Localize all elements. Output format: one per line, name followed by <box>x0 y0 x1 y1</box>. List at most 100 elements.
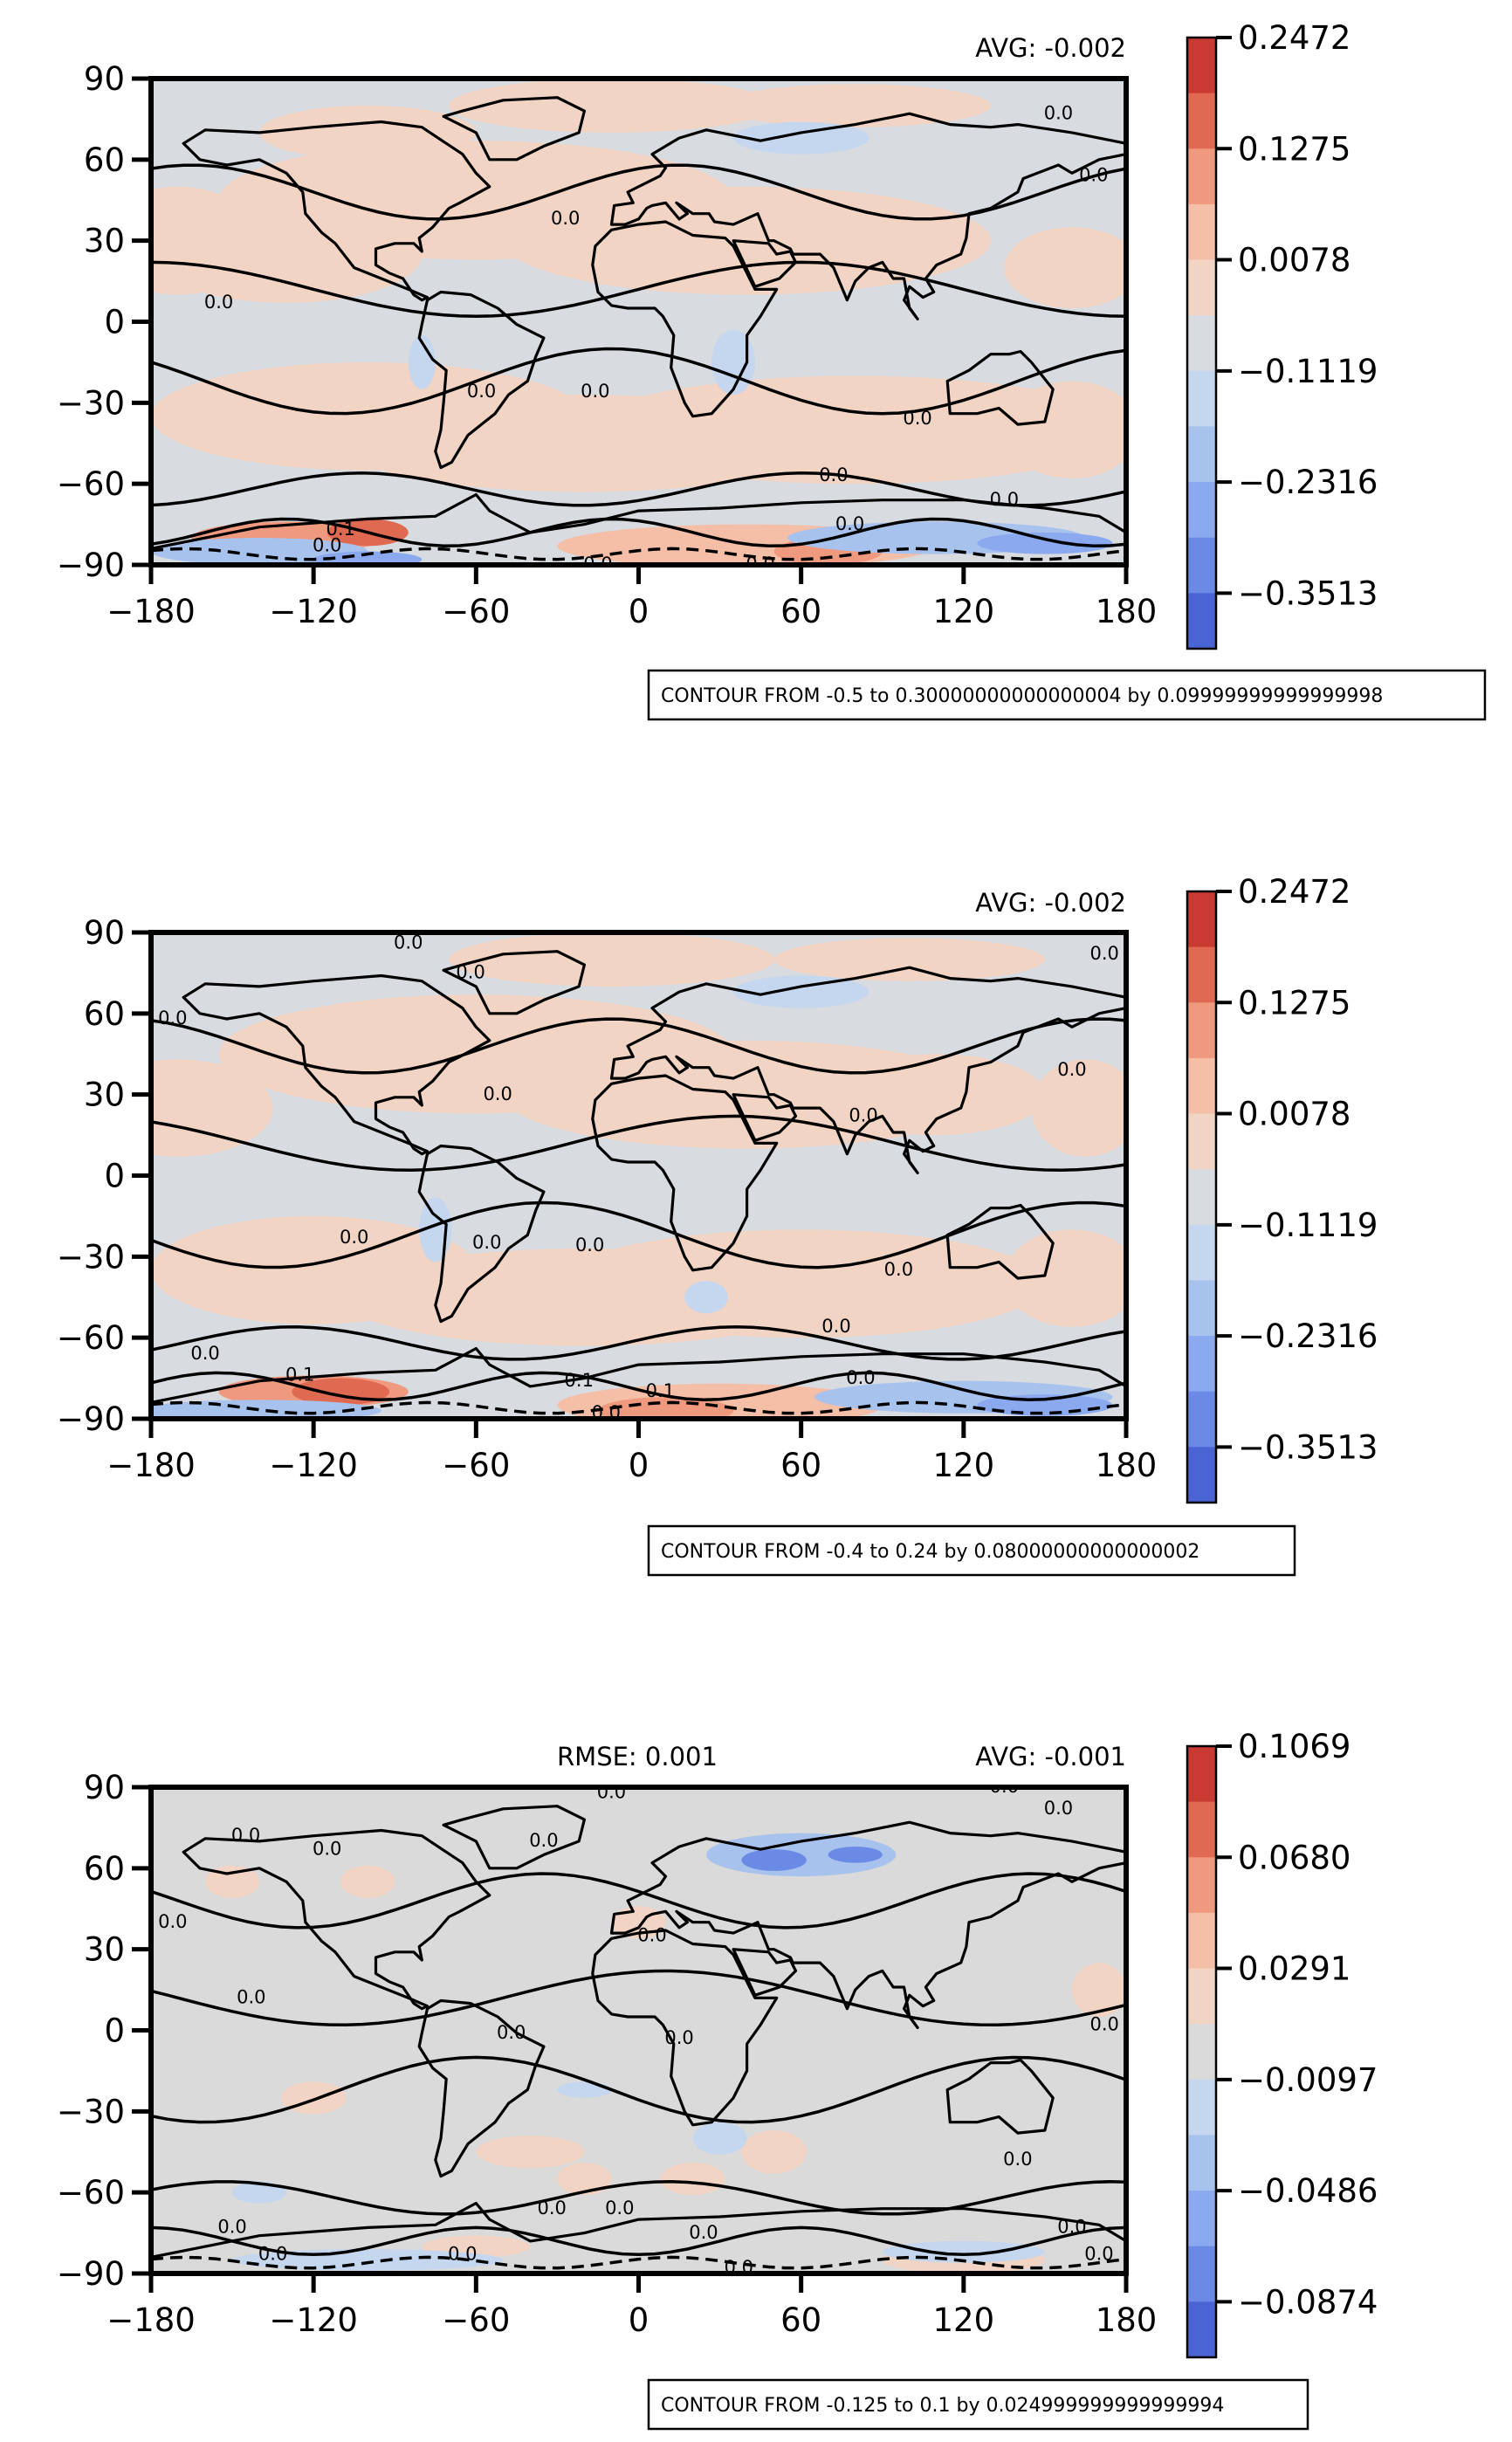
contour-info-text: CONTOUR FROM -0.4 to 0.24 by 0.080000000… <box>661 1541 1199 1563</box>
negative-contour <box>151 1400 1126 1415</box>
colorbar-tick-label: 0.2472 <box>1238 19 1350 57</box>
contour-label: 0.0 <box>1044 1798 1073 1819</box>
contour-label: 0.0 <box>1057 2217 1086 2238</box>
zero-contour <box>151 260 1126 319</box>
colorbar-tick-label: −0.3513 <box>1238 574 1378 612</box>
continent-outline-gr <box>442 1805 586 1870</box>
colorbar-segment <box>1187 1912 1216 1970</box>
continent-outline-au <box>945 2058 1055 2135</box>
colorbar-segment <box>1187 38 1216 94</box>
x-tick-label: 60 <box>780 593 821 630</box>
colorbar-tick-label: −0.0486 <box>1238 2172 1378 2210</box>
x-tick-label: −120 <box>269 1447 358 1484</box>
warm-anomaly-region <box>773 938 1045 981</box>
background-field <box>151 1787 1126 2273</box>
cool-anomaly-region <box>313 551 423 565</box>
continent-outline-na <box>182 120 491 302</box>
contour-label: 0.0 <box>483 1083 512 1104</box>
colorbar-segment <box>1187 2024 1216 2081</box>
contour-label: 0.0 <box>529 1830 558 1851</box>
colorbar-segment <box>1187 946 1216 1003</box>
y-tick-label: 0 <box>104 304 125 341</box>
x-tick-label: 180 <box>1096 593 1158 630</box>
contour-label: 0.0 <box>575 1235 604 1255</box>
contour-label: 0.0 <box>217 2217 246 2238</box>
contour-label: 0.1 <box>565 1370 594 1391</box>
coastlines <box>151 1805 1126 2273</box>
y-axis: 90 60 30 0 −30 −60 −90 <box>57 60 151 584</box>
contour-label: 0.0 <box>1089 2014 1118 2035</box>
zero-contour <box>151 2180 1126 2216</box>
colorbar-segment <box>1187 1169 1216 1226</box>
contour-label: 0.0 <box>1057 1059 1086 1080</box>
contour-label: 0.0 <box>158 1008 187 1028</box>
x-tick-label: −120 <box>269 2301 358 2339</box>
x-tick-label: −60 <box>442 2301 510 2339</box>
contour-info-box: CONTOUR FROM -0.5 to 0.30000000000000004… <box>647 669 1487 721</box>
colorbar-segment <box>1187 1447 1216 1503</box>
contour-label: 0.0 <box>849 1105 877 1126</box>
colorbar-tick-label: 0.0680 <box>1238 1839 1350 1876</box>
warm-anomaly-region <box>280 2081 347 2115</box>
colorbar-segment <box>1187 1336 1216 1393</box>
contour-info-box: CONTOUR FROM -0.125 to 0.1 by 0.02499999… <box>647 2378 1309 2431</box>
continent-outline-gr <box>442 950 586 1015</box>
map-plot-area: 0.0 0.00.00.00.00.00.0 0.00.00.00.00.00.10… <box>148 76 1129 568</box>
colorbar-segment <box>1187 426 1216 483</box>
contour-info-box: CONTOUR FROM -0.4 to 0.24 by 0.080000000… <box>647 1524 1296 1577</box>
y-tick-label: 90 <box>84 914 125 952</box>
contour-label: 0.0 <box>340 1227 368 1248</box>
contour-info-text: CONTOUR FROM -0.125 to 0.1 by 0.02499999… <box>661 2395 1224 2417</box>
continent-outline-af <box>591 1074 779 1272</box>
contour-label: 0.0 <box>597 1781 626 1802</box>
contour-label: 0.0 <box>472 1232 501 1253</box>
x-tick-label: 0 <box>629 2301 649 2339</box>
contour-label: 0.0 <box>903 408 931 429</box>
colorbar-tick-label: −0.0097 <box>1238 2061 1378 2099</box>
contour-label: 0.0 <box>819 464 848 485</box>
zero-contour <box>151 2055 1126 2124</box>
y-tick-label: 60 <box>84 141 125 179</box>
colorbar-frame <box>1186 1744 1218 2359</box>
x-axis: −180 −120 −60 0 60 120 180 <box>107 1419 1157 1484</box>
zero-contour <box>151 1371 1126 1402</box>
warm-anomaly-region <box>205 1865 260 1898</box>
colorbar: 0.2472 0.1275 0.0078 −0.1119 −0.2316 −0.3513 <box>1186 19 1378 650</box>
continent-outline-sa <box>417 1998 546 2178</box>
colorbar-segment <box>1187 203 1216 261</box>
colorbar-tick-label: −0.3513 <box>1238 1428 1378 1466</box>
avg-label: AVG: -0.002 <box>975 33 1126 63</box>
field-layer: 0.0 0.00.00.00.00.00.0 0.00.00.00.00.00.10… <box>151 79 1126 565</box>
y-axis: 90 60 30 0 −30 −60 −90 <box>57 914 151 1438</box>
warm-anomaly-region <box>1004 1229 1126 1327</box>
colorbar-segment <box>1187 1057 1216 1115</box>
cool-anomaly-region <box>733 975 869 1008</box>
warm-anomaly-region <box>1071 1963 1126 2018</box>
continent-outline-eu <box>609 112 1126 320</box>
y-tick-label: −60 <box>57 2174 125 2212</box>
contour-lines <box>151 1017 1126 1415</box>
contour-label: 0.0 <box>158 1911 187 1932</box>
warm-anomaly-region <box>597 1397 734 1419</box>
continent-outline-an <box>151 2201 1126 2273</box>
contour-label: 0.0 <box>1044 102 1073 123</box>
colorbar-tick-label: −0.1119 <box>1238 353 1378 390</box>
contour-label: 0.0 <box>313 535 341 556</box>
cool-anomaly-region <box>828 1847 883 1863</box>
contour-label: 0.0 <box>313 1838 341 1859</box>
contour-label: 0.0 <box>1079 165 1108 186</box>
continent-outline-an <box>151 1346 1126 1419</box>
colorbar-segment <box>1187 1002 1216 1059</box>
x-tick-label: −120 <box>269 593 358 630</box>
contour-label: 0.0 <box>551 208 580 229</box>
contour-label: 0.0 <box>884 1259 913 1280</box>
continent-outline-sa <box>417 290 546 470</box>
y-tick-label: 90 <box>84 1769 125 1806</box>
y-tick-label: −90 <box>57 547 125 584</box>
map-plot-area: 0.0 0.0 0.0 0.0 0.0 0.0 0.0 0.0 0.0 0.0 0.0 0.0 0.0 0… <box>148 1781 1129 2276</box>
colorbar-segment <box>1187 891 1216 948</box>
zero-contour <box>151 1325 1126 1361</box>
contour-label: 0.0 <box>258 2244 287 2265</box>
warm-anomaly-region <box>557 1229 1045 1338</box>
contour-label: 0.0 <box>231 1825 260 1846</box>
